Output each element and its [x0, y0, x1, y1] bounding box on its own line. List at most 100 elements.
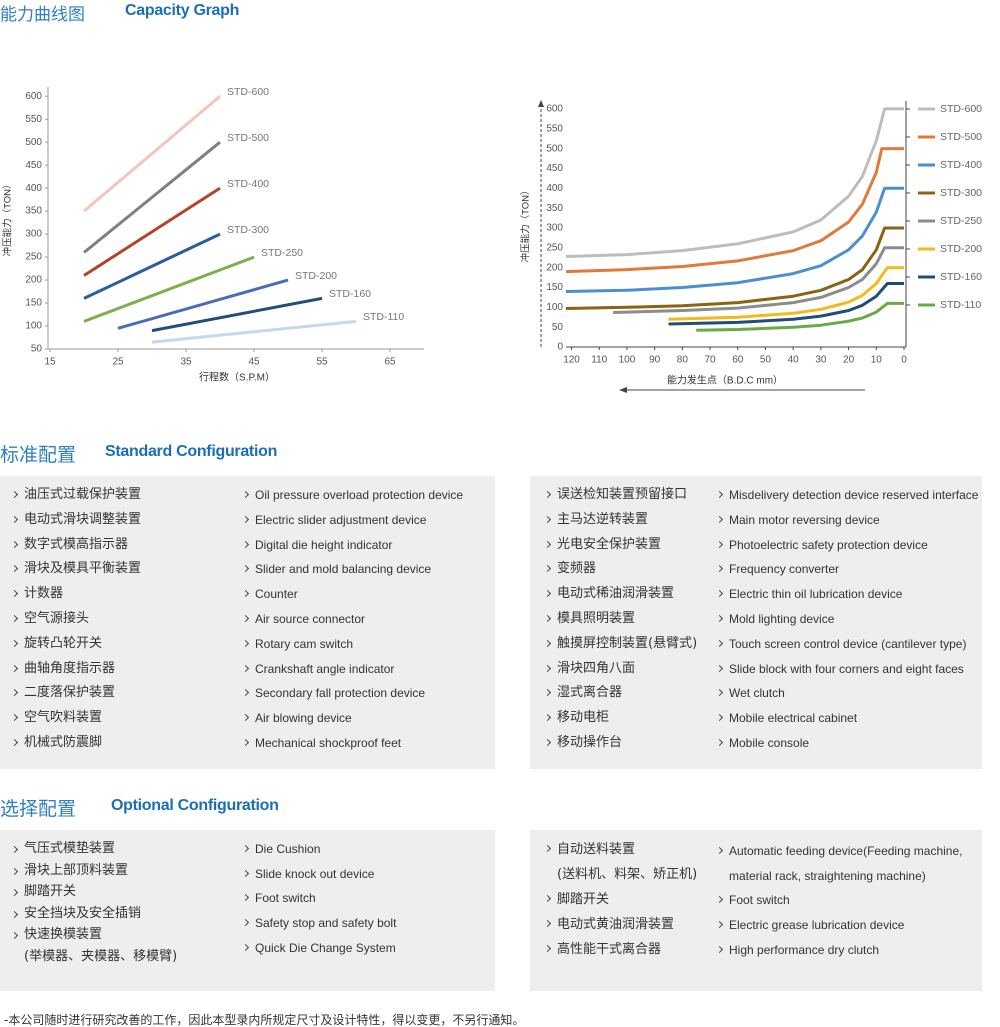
x-tick-label: 35	[180, 357, 192, 368]
title-cn: 能力曲线图	[0, 5, 85, 25]
list-item: 主马达逆转装置	[544, 508, 697, 533]
list-item: Foot switch	[716, 888, 962, 913]
legend-label: STD-500	[940, 131, 982, 143]
list-item: 触摸屏控制装置(悬臂式)	[544, 632, 697, 657]
list-item: 高性能干式离合器	[544, 937, 697, 962]
line-series	[83, 95, 221, 213]
line-series	[565, 226, 904, 310]
list-item: Mobile console	[716, 731, 978, 756]
list-item: Air source connector	[242, 607, 463, 632]
legend-label: STD-160	[940, 271, 982, 283]
list-item: 电动式稀油润滑装置	[544, 582, 697, 607]
list-item: 滑块上部顶料装置	[11, 860, 177, 882]
x-tick-label: 65	[384, 357, 396, 368]
line-label: STD-500	[227, 132, 269, 144]
x-axis-label: 行程数（S.P.M）	[199, 371, 275, 384]
list-item: Electric slider adjustment device	[242, 508, 463, 533]
list-item: 自动送料装置 (送料机、料架、矫正机)	[544, 837, 697, 887]
list: Oil pressure overload protection device E…	[242, 483, 463, 756]
arrow-head	[619, 387, 627, 393]
list-item: 机械式防震脚	[11, 731, 141, 756]
x-tick-label: 90	[649, 355, 661, 366]
list-item: 气压式模垫装置	[11, 838, 177, 860]
x-tick-label: 30	[815, 355, 827, 366]
list-item: Misdelivery detection device reserved in…	[716, 483, 978, 508]
legend-label: STD-600	[940, 103, 982, 115]
list-item: 电动式滑块调整装置	[11, 508, 141, 533]
line-label: STD-200	[295, 270, 337, 282]
list-item: 模具照明装置	[544, 607, 697, 632]
line-series	[83, 141, 221, 254]
y-tick-label: 200	[546, 262, 563, 273]
list: Die Cushion Slide knock out device Foot sw…	[242, 837, 396, 961]
y-tick-label: 350	[25, 206, 42, 217]
list-item: 湿式离合器	[544, 681, 697, 706]
y-tick-label: 500	[546, 143, 563, 154]
y-tick-label: 300	[546, 223, 563, 234]
list-item: Slider and mold balancing device	[242, 557, 463, 582]
list: Misdelivery detection device reserved in…	[716, 483, 978, 756]
line-series	[565, 107, 904, 258]
x-tick-label: 0	[901, 355, 907, 366]
y-tick-label: 250	[25, 252, 42, 263]
line-series	[613, 246, 904, 314]
x-tick-label: 60	[732, 355, 744, 366]
title-en: Capacity Graph	[125, 2, 240, 19]
list-item: Electric grease lubrication device	[716, 913, 962, 938]
list-item: 移动操作台	[544, 731, 697, 756]
list: 误送检知装置预留接口 主马达逆转装置 光电安全保护装置 变频器 电动式稀油润滑装置 模具照…	[544, 483, 697, 756]
x-tick-label: 20	[843, 355, 855, 366]
x-tick-label: 50	[760, 355, 772, 366]
line-series	[151, 296, 323, 333]
x-axis-label: 能力发生点（B.D.C mm）	[667, 374, 783, 387]
list-item: 空气源接头	[11, 607, 141, 632]
y-tick-label: 150	[546, 282, 563, 293]
x-tick-label: 100	[619, 355, 636, 366]
list-item: Oil pressure overload protection device	[242, 483, 463, 508]
list-item: Secondary fall protection device	[242, 681, 463, 706]
list: 气压式模垫装置 滑块上部顶料装置 脚踏开关 安全挡块及安全插销 快速换模装置 (举模器、…	[11, 838, 177, 967]
list-item: Main motor reversing device	[716, 508, 978, 533]
list-item: 数字式模高指示器	[11, 533, 141, 558]
x-tick-label: 70	[705, 355, 717, 366]
list-item: Digital die height indicator	[242, 533, 463, 558]
x-tick-label: 15	[44, 357, 56, 368]
y-tick-label: 0	[557, 342, 563, 353]
list-item: Touch screen control device (cantilever …	[716, 632, 978, 657]
list-item: Automatic feeding device(Feeding machine…	[716, 839, 962, 888]
y-tick-label: 550	[25, 114, 42, 125]
list-item: 油压式过载保护装置	[11, 483, 141, 508]
y-tick-label: 400	[25, 183, 42, 194]
line-label: STD-160	[329, 288, 371, 300]
list-item: Electric thin oil lubrication device	[716, 582, 978, 607]
x-tick-label: 120	[563, 355, 580, 366]
line-series	[83, 232, 221, 300]
y-tick-label: 450	[546, 163, 563, 174]
line-series	[151, 319, 357, 344]
list-item: Counter	[242, 582, 463, 607]
line-series	[83, 255, 255, 323]
x-tick-label: 80	[677, 355, 689, 366]
list-item: Foot switch	[242, 886, 396, 911]
list-item: 变频器	[544, 557, 697, 582]
y-tick-label: 200	[25, 275, 42, 286]
list-item: Slide block with four corners and eight …	[716, 657, 978, 682]
legend-label: STD-110	[940, 299, 981, 311]
list-item: Crankshaft angle indicator	[242, 657, 463, 682]
section-title-cn: 标准配置	[0, 444, 77, 466]
legend-label: STD-250	[940, 215, 982, 227]
list-item: 光电安全保护装置	[544, 533, 697, 558]
y-tick-label: 600	[546, 104, 563, 115]
list-item: 误送检知装置预留接口	[544, 483, 697, 508]
list-item: Rotary cam switch	[242, 632, 463, 657]
list: 油压式过载保护装置 电动式滑块调整装置 数字式模高指示器 滑块及模具平衡装置 计数器 空气…	[11, 483, 141, 756]
list-item: Die Cushion	[242, 837, 396, 862]
line-label: STD-250	[261, 247, 303, 259]
list-item: 快速换模装置 (举模器、夹模器、移模臂)	[11, 924, 177, 967]
section-title-cn: 选择配置	[0, 798, 77, 820]
y-tick-label: 500	[25, 137, 42, 148]
y-tick-label: 100	[546, 302, 563, 313]
y-tick-label: 100	[25, 321, 42, 332]
